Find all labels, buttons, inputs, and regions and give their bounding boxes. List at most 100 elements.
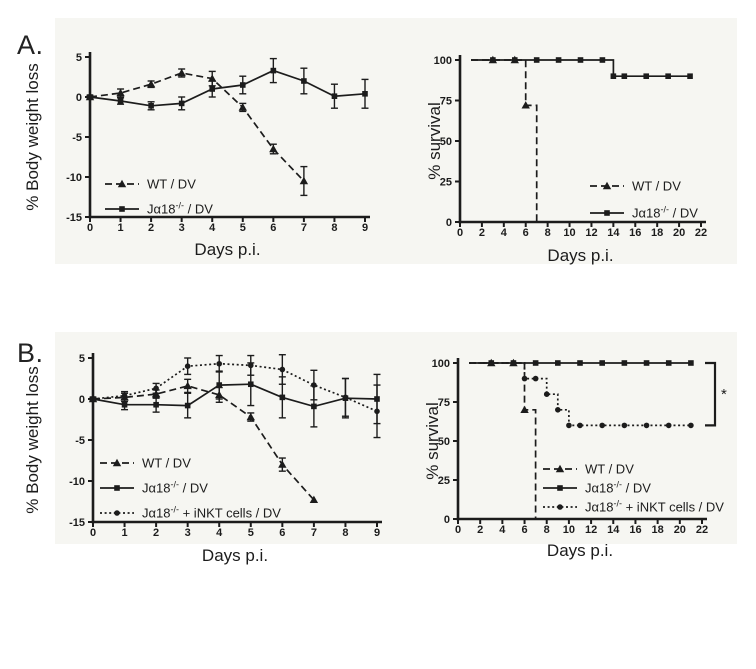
y-axis-label: % survival (423, 402, 442, 479)
x-tick-label: 16 (629, 524, 641, 536)
x-tick-label: 1 (117, 222, 123, 234)
tick-marks (455, 59, 702, 227)
x-tick-label: 2 (153, 527, 159, 539)
x-axis-label: Days p.i. (202, 546, 268, 565)
tick-marks (88, 357, 378, 527)
x-tick-label: 6 (521, 524, 527, 536)
series-j-18-dv (89, 362, 381, 428)
tick-labels: 0 2 4 6 8 10 12 14 16 18 20 22 100 75 50 25 0 (432, 358, 708, 536)
x-tick-label: 6 (279, 527, 285, 539)
tick-labels: 0 1 2 3 4 5 6 7 8 9 5 0 -5 -10 -15 (66, 52, 368, 234)
y-tick-label: 25 (438, 475, 450, 487)
series-markers (90, 360, 380, 415)
x-tick-label: 0 (87, 222, 93, 234)
x-tick-label: 6 (270, 222, 276, 234)
legend-item-wt-dv: WT / DV (590, 179, 681, 194)
series-line (92, 385, 315, 501)
series-line (92, 362, 378, 413)
x-tick-label: 1 (121, 527, 127, 539)
tick-marks (453, 362, 703, 524)
error-bars (86, 68, 308, 197)
panel-b-background (55, 332, 737, 544)
legend-label: WT / DV (632, 179, 681, 194)
series-markers (488, 55, 530, 109)
legend-label: Jα18-/-​ + iNKT cells / DV (585, 499, 724, 515)
x-tick-label: 14 (607, 227, 620, 239)
x-tick-label: 2 (477, 524, 483, 536)
panel-b-label: B. (17, 338, 44, 368)
legend-label: Jα18-/-​ / DV (142, 480, 208, 496)
y-tick-label: 100 (434, 55, 452, 67)
series-wt-dv (469, 358, 537, 519)
series-wt-dv (471, 55, 538, 222)
series-markers (85, 68, 309, 185)
significance-bracket (705, 361, 717, 427)
legend-label: WT / DV (142, 456, 191, 471)
tick-labels: 0 2 4 6 8 10 12 14 16 18 20 22 100 75 50 25 0 (434, 55, 707, 239)
chart-a-survival: 0 2 4 6 8 10 12 14 16 18 20 22 100 75 50 25 0 Days p.i. % … (425, 14, 756, 280)
x-tick-label: 7 (311, 527, 317, 539)
legend-label: WT / DV (585, 462, 634, 477)
x-tick-label: 3 (179, 222, 185, 234)
legend-label: Jα18-/-​ / DV (585, 480, 651, 496)
x-tick-label: 4 (499, 524, 506, 536)
legend-item-j-18-dv: Jα18-/-​ / DV (590, 205, 698, 221)
series-markers (87, 67, 368, 109)
x-tick-label: 22 (696, 524, 708, 536)
legend: WT / DV Jα18-/-​ / DV (590, 179, 698, 221)
x-tick-label: 0 (455, 524, 461, 536)
legend-item-wt-dv: WT / DV (543, 462, 634, 477)
series-j-18-dv (471, 57, 693, 79)
x-tick-label: 2 (479, 227, 485, 239)
y-tick-label: 0 (444, 514, 450, 526)
y-tick-label: 75 (440, 96, 452, 108)
y-tick-label: -10 (66, 172, 82, 184)
legend-label: WT / DV (147, 177, 196, 192)
y-axis-label: % Body weight loss (23, 366, 42, 513)
x-tick-label: 5 (248, 527, 254, 539)
axes (91, 353, 382, 524)
x-tick-label: 8 (342, 527, 348, 539)
y-tick-label: -15 (69, 517, 85, 529)
panel-a-label: A. (17, 30, 44, 60)
x-tick-label: 0 (457, 227, 463, 239)
x-tick-label: 14 (607, 524, 620, 536)
x-axis-label: Days p.i. (547, 541, 613, 560)
x-tick-label: 9 (362, 222, 368, 234)
x-tick-label: 7 (301, 222, 307, 234)
axes (456, 358, 707, 521)
series-j-18-dv (86, 57, 369, 111)
x-tick-label: 12 (585, 227, 597, 239)
series-line (92, 383, 378, 408)
series-markers (490, 57, 693, 79)
series-markers (521, 375, 694, 429)
legend-item-j-18-inkt-cells-dv: Jα18-/-​ + iNKT cells / DV (543, 499, 724, 515)
x-tick-label: 18 (652, 524, 664, 536)
legend-label: Jα18-/-​ / DV (632, 205, 698, 221)
x-tick-label: 4 (209, 222, 216, 234)
y-tick-label: 5 (79, 353, 85, 365)
significance-asterisk: * (721, 386, 727, 403)
series-j-18-inkt-cells-dv (89, 354, 381, 439)
y-tick-label: -5 (75, 435, 85, 447)
x-tick-label: 0 (90, 527, 96, 539)
legend-item-wt-dv: WT / DV (105, 177, 196, 192)
chart-b-survival: 0 2 4 6 8 10 12 14 16 18 20 22 100 75 50 25 0 Days p.i. % … (420, 332, 756, 592)
y-tick-label: 50 (440, 136, 452, 148)
axes (88, 52, 370, 219)
x-tick-label: 22 (695, 227, 707, 239)
y-tick-label: 0 (446, 217, 452, 229)
panel-b-survival-svg: 0 2 4 6 8 10 12 14 16 18 20 22 100 75 50 25 0 Days p.i. % … (423, 358, 727, 560)
chart-b-weight-loss: 0 1 2 3 4 5 6 7 8 9 5 0 -5 -10 -15 Days p.i. % Body weig… (10, 332, 382, 582)
x-tick-label: 20 (674, 524, 686, 536)
panel-a-survival-svg: 0 2 4 6 8 10 12 14 16 18 20 22 100 75 50 25 0 Days p.i. % … (425, 55, 707, 265)
y-tick-label: 100 (432, 358, 450, 370)
x-tick-label: 10 (563, 524, 575, 536)
x-tick-label: 9 (374, 527, 380, 539)
legend: WT / DV Jα18-/-​ / DV Jα18-/-​ + iNKT cell… (100, 456, 281, 521)
x-tick-label: 12 (585, 524, 597, 536)
series-j-18-inkt-cells-dv (469, 362, 694, 429)
series-line (471, 59, 690, 78)
x-axis-label: Days p.i. (547, 246, 613, 265)
x-tick-label: 8 (544, 524, 550, 536)
